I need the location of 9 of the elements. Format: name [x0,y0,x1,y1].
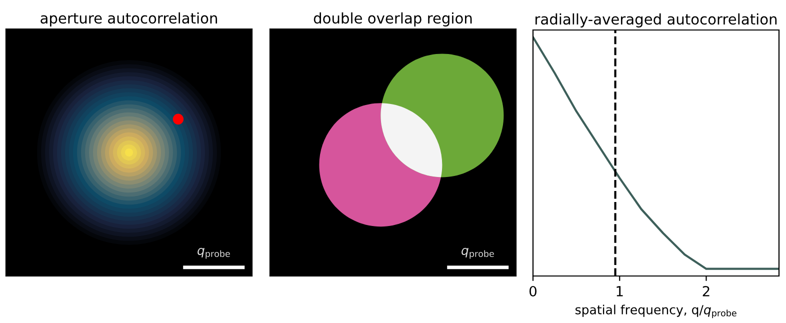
x-tick-label: 2 [702,286,710,296]
x-axis-title: spatial frequency, q/q$_{probe}$ [575,304,736,318]
text: aperture autocorrelation [40,12,217,26]
x-tick-label: 1 [616,286,623,296]
chart-title: radially-averaged autocorrelation [536,13,777,28]
text: double overlap region [314,12,472,26]
x-tick-label: 0 [529,286,536,296]
text: q$_{probe}$ [198,248,230,259]
text: q$_{probe}$ [462,248,494,259]
